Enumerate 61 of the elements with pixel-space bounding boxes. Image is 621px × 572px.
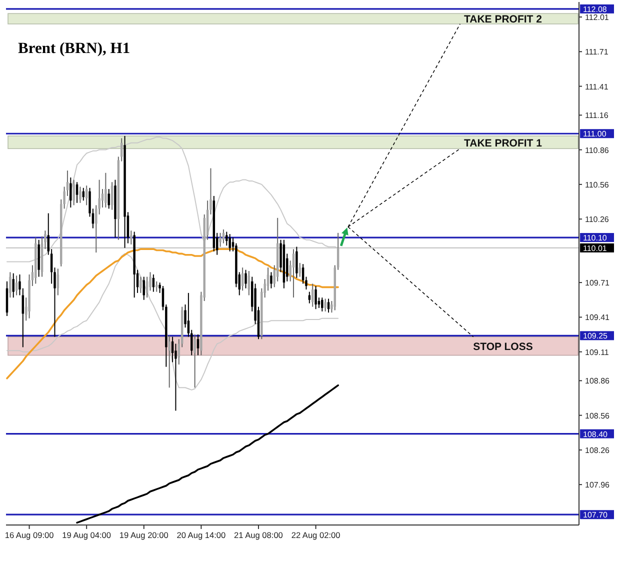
candlestick <box>72 179 75 206</box>
band-label: STOP LOSS <box>473 341 533 354</box>
candlestick <box>140 276 142 294</box>
candlestick <box>79 186 82 204</box>
y-tick-label: 111.71 <box>585 48 609 57</box>
y-tick-label: 111.16 <box>585 111 609 120</box>
candlestick <box>327 298 330 314</box>
x-tick-label: 16 Aug 09:00 <box>4 530 54 540</box>
candlestick <box>298 262 301 278</box>
candlestick <box>70 176 72 208</box>
y-tick-label: 110.26 <box>585 215 610 224</box>
candlestick <box>228 234 231 252</box>
y-tick-label: 112.01 <box>585 13 610 22</box>
ref-line-label: 109.25 <box>583 332 608 341</box>
candlestick <box>194 334 196 388</box>
ref-line-label: 112.08 <box>583 4 608 14</box>
ref-line-label: 110.10 <box>583 234 608 243</box>
text: Brent (BRN), H1 <box>18 40 130 57</box>
y-tick-label: 111.41 <box>585 82 609 92</box>
candlestick <box>104 172 107 208</box>
candlestick <box>219 232 222 248</box>
y-tick-label: 109.71 <box>585 278 610 288</box>
y-tick-label: 110.56 <box>585 180 610 190</box>
x-tick-label: 22 Aug 02:00 <box>291 530 341 540</box>
candlestick <box>292 248 295 298</box>
candlestick <box>168 335 170 388</box>
candlestick <box>270 272 272 289</box>
candlestick <box>12 272 14 298</box>
ref-line-label: 111.00 <box>583 130 607 139</box>
candlestick <box>76 182 78 204</box>
candlestick <box>244 269 247 289</box>
candlestick <box>324 298 326 312</box>
line-series <box>76 384 339 524</box>
y-tick-label: 108.56 <box>585 411 610 420</box>
x-tick-label: 20 Aug 14:00 <box>176 530 226 540</box>
x-tick-label: 19 Aug 20:00 <box>119 530 169 540</box>
y-tick-label: 110.86 <box>585 146 610 155</box>
band-label: TAKE PROFIT 2 <box>464 14 542 26</box>
x-tick-label: 19 Aug 04:00 <box>62 530 112 540</box>
y-tick-label: 107.96 <box>585 480 610 490</box>
y-tick-label: 108.86 <box>585 376 610 386</box>
y-tick-label: 108.26 <box>585 446 610 455</box>
y-tick-label: 109.41 <box>585 313 610 322</box>
candlestick <box>314 286 317 310</box>
candlestick <box>9 272 12 298</box>
candlestick <box>196 334 200 356</box>
ref-line-label: 107.70 <box>583 510 608 520</box>
candlestick <box>296 246 298 278</box>
candlestick <box>308 291 311 304</box>
y-tick-label: 109.11 <box>585 348 610 357</box>
candlestick <box>321 297 324 312</box>
ref-line-label: 108.40 <box>583 430 608 439</box>
candlestick <box>130 230 132 245</box>
band-label: TAKE PROFIT 1 <box>464 137 542 150</box>
candlestick <box>56 268 60 296</box>
candlestick <box>222 228 225 244</box>
candlestick <box>85 185 88 206</box>
x-tick-label: 21 Aug 08:00 <box>234 530 284 540</box>
candlestick <box>142 276 145 300</box>
ref-line-label: 110.01 <box>583 244 608 253</box>
candlestick <box>248 270 250 296</box>
